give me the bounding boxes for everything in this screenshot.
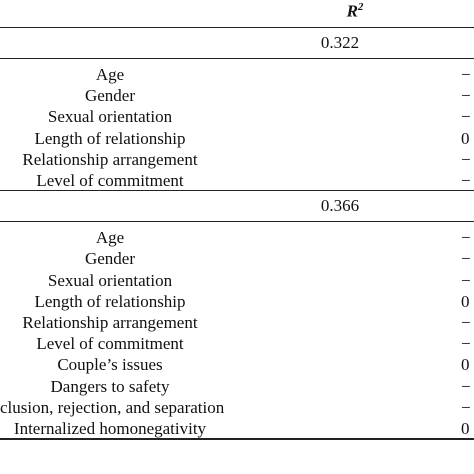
row-label: Relationship arrangement <box>22 149 198 169</box>
rule <box>0 27 474 28</box>
header-symbol: R <box>346 1 358 21</box>
row-label: Internalized homonegativity <box>13 419 207 438</box>
column-header: R2 <box>300 1 410 22</box>
row-value: 0 <box>461 355 470 375</box>
row-label: Relationship arrangement <box>22 313 198 332</box>
row-value: − <box>461 228 471 248</box>
header-superscript: 2 <box>357 1 364 13</box>
row-label: Sexual orientation <box>47 107 173 127</box>
row-value: − <box>461 249 471 269</box>
rule <box>0 438 474 441</box>
row-label: Couple’s issues <box>57 355 163 375</box>
row-value: − <box>461 270 471 290</box>
row-value: − <box>461 65 471 84</box>
row-label: Sexual orientation <box>47 270 173 290</box>
row-label: Dangers to safety <box>50 376 170 396</box>
row-value: 0 <box>461 128 470 148</box>
row-value: − <box>461 149 471 169</box>
row-value: − <box>461 171 471 190</box>
row-value: 0 <box>461 419 470 438</box>
row-label: Age <box>95 65 125 84</box>
row-value: − <box>461 107 471 127</box>
r-squared: 0.366 <box>320 196 360 216</box>
row-label: Gender <box>84 86 136 106</box>
row-value: 0 <box>461 291 470 311</box>
row-label: Level of commitment <box>36 334 184 354</box>
rule <box>0 58 474 59</box>
row-label: Length of relationship <box>34 128 186 148</box>
row-value: − <box>461 397 471 417</box>
row-value: − <box>461 334 471 354</box>
row-value: − <box>461 86 471 106</box>
row-value: − <box>461 376 471 396</box>
row-value: − <box>461 313 471 332</box>
row-label: Age <box>95 228 125 248</box>
rule <box>0 221 474 223</box>
row-label: Level of commitment <box>36 171 184 190</box>
rule <box>0 190 474 192</box>
row-label: Gender <box>84 249 136 269</box>
row-label: Length of relationship <box>34 291 186 311</box>
row-label: clusion, rejection, and separation <box>0 397 225 417</box>
r-squared: 0.322 <box>320 33 360 52</box>
